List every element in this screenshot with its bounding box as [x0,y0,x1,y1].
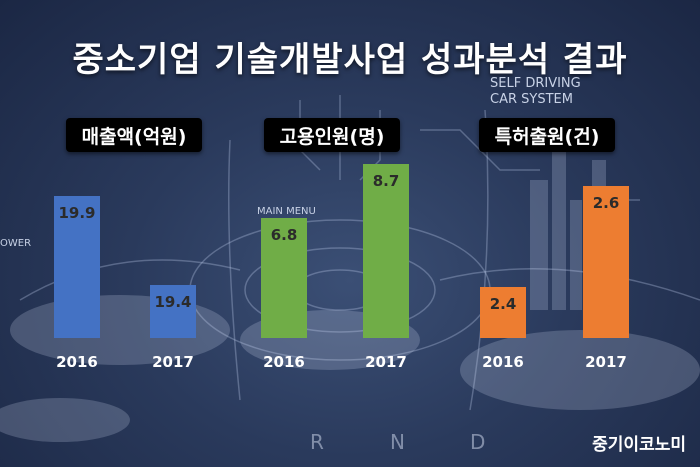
bar-value-label: 8.7 [373,172,400,190]
bar-0-2017 [150,285,196,338]
panel-title-employment: 고용인원(명) [264,118,400,152]
rnd-letter-r: R [310,430,324,454]
x-tick-label: 2016 [263,353,305,371]
panel-title-patents: 특허출원(건) [479,118,615,152]
self-driving-line2: CAR SYSTEM [490,92,573,107]
power-caption: OWER [0,238,32,249]
bar-value-label: 2.4 [490,295,517,313]
x-tick-label: 2016 [482,353,524,371]
bar-1-2016 [261,218,307,338]
bar-1-2017 [363,164,409,338]
bar-value-label: 19.9 [58,204,95,222]
self-driving-line1: SELF DRIVING [490,76,581,91]
rnd-letter-d: D [470,430,486,454]
rnd-letter-n: N [390,430,405,454]
bar-value-label: 19.4 [154,293,191,311]
bar-2-2016 [480,287,526,338]
self-driving-caption: SELF DRIVING CAR SYSTEM [490,76,581,108]
brand-logo-text: 중기이코노미 [592,435,686,455]
x-tick-label: 2017 [585,353,627,371]
bar-0-2016 [54,196,100,338]
x-tick-label: 2017 [365,353,407,371]
x-tick-label: 2017 [152,353,194,371]
bar-2-2017 [583,186,629,338]
page-title: 중소기업 기술개발사업 성과분석 결과 [72,40,628,80]
panel-title-sales: 매출액(억원) [66,118,202,152]
bar-value-label: 2.6 [593,194,620,212]
main-menu-caption: MAIN MENU [257,206,316,217]
x-tick-label: 2016 [56,353,98,371]
bar-value-label: 6.8 [271,226,298,244]
